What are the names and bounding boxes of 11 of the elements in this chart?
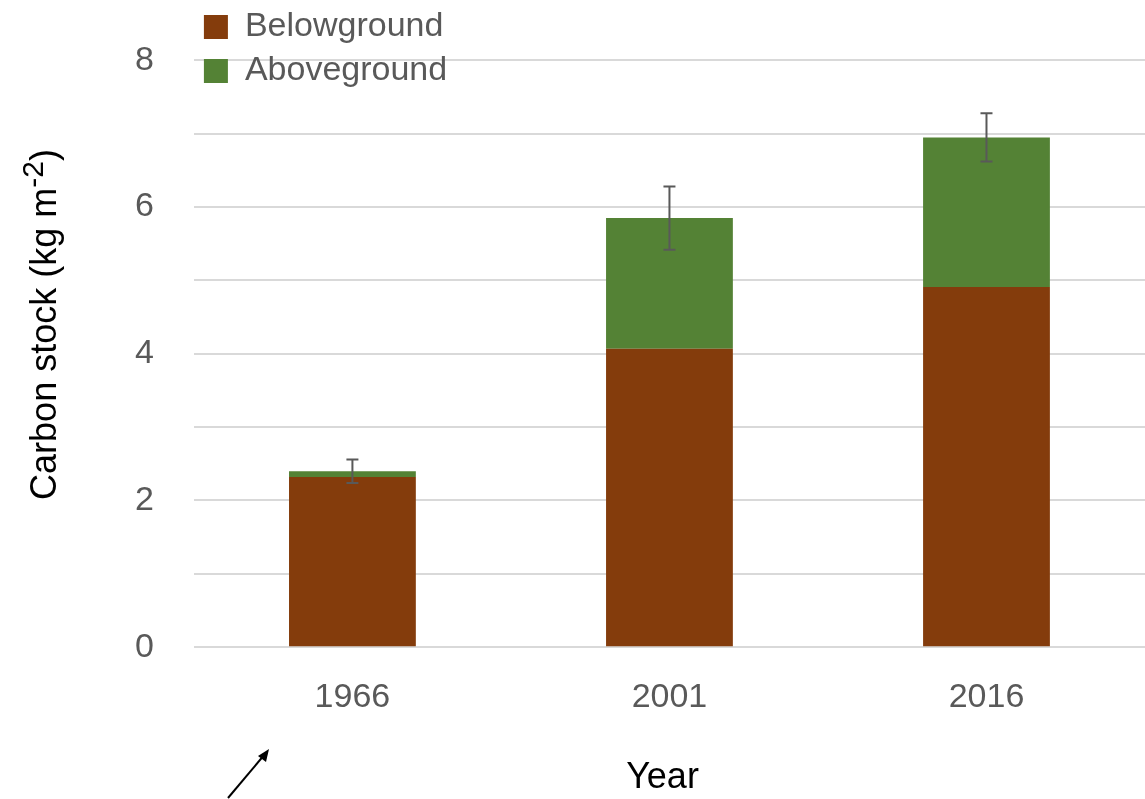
y-tick-label: 0 [134,625,154,664]
x-axis-title: Year [625,755,700,797]
x-tick-label: 1966 [314,675,391,714]
y-tick-label: 8 [134,38,154,77]
y-tick-label: 2 [134,478,154,517]
legend-label: Aboveground [244,49,448,88]
x-tick-label: 2001 [631,675,708,714]
y-tick-label: 6 [134,185,154,224]
x-tick-label: 2016 [948,675,1025,714]
y-tick-label: 4 [134,332,154,371]
legend-label: Belowground [244,5,444,44]
